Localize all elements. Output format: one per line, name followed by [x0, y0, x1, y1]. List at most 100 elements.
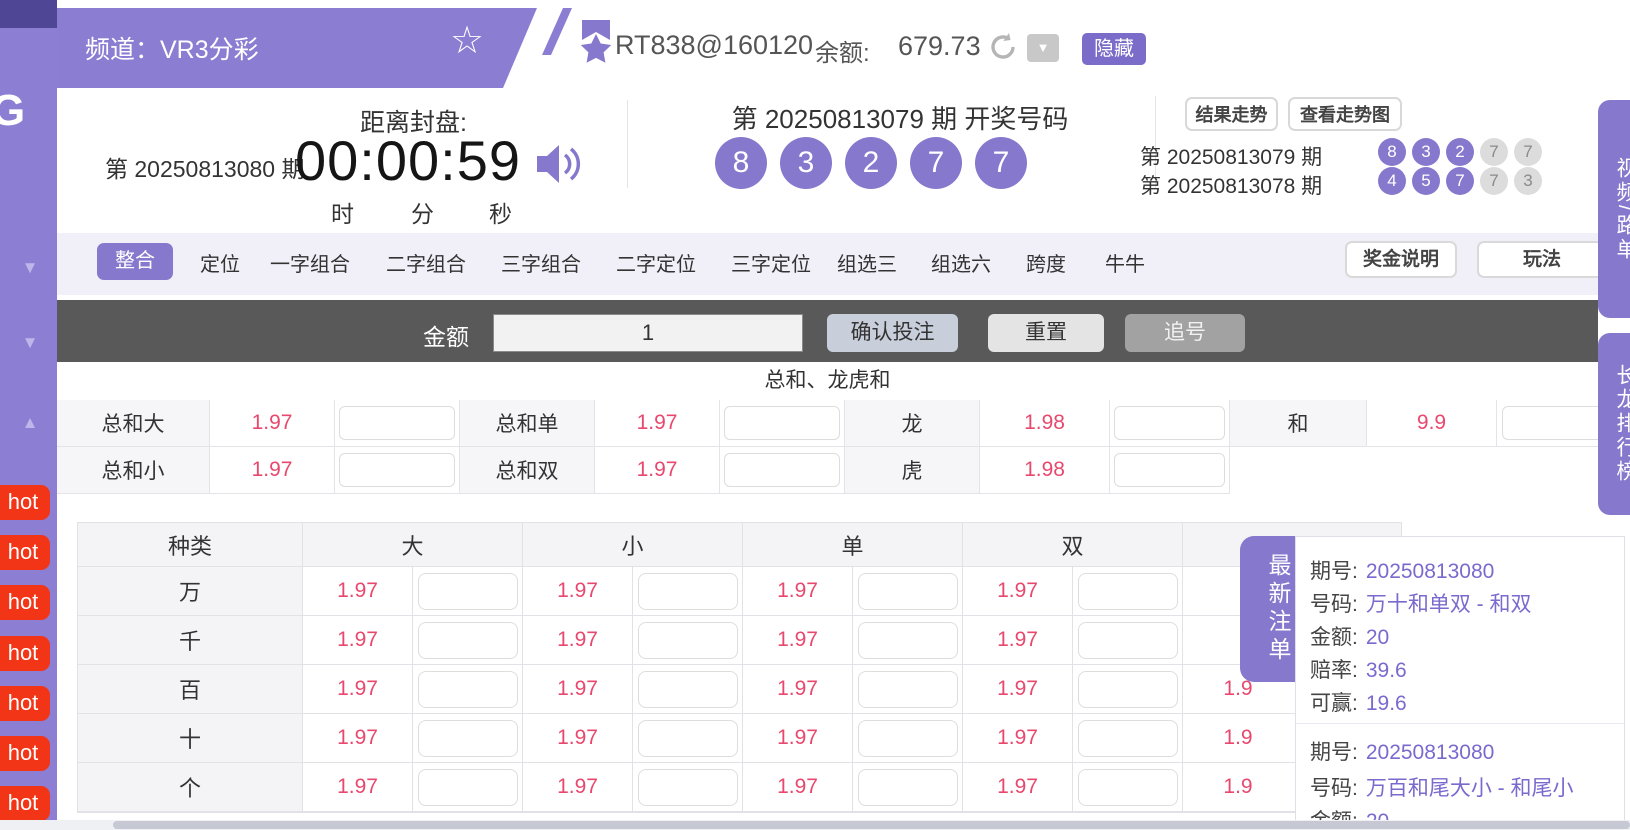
bet-cell: [633, 567, 743, 616]
bonus-info-button[interactable]: 奖金说明: [1345, 241, 1457, 278]
tab-dragon-ranking[interactable]: 长龙排行榜: [1598, 333, 1630, 515]
tab-erzi-zuhe[interactable]: 二字组合: [386, 254, 466, 276]
bet-amount-input[interactable]: [1077, 621, 1178, 659]
row-label: 百: [78, 665, 303, 714]
chevron-up-icon[interactable]: ▲: [21, 413, 39, 432]
bet-amount-input[interactable]: [857, 670, 958, 708]
odds-value: 1.97: [963, 763, 1073, 812]
tab-sanzi-dingwei[interactable]: 三字定位: [731, 254, 811, 276]
bet-amount-input[interactable]: [1077, 719, 1178, 757]
bet-amount-input[interactable]: [857, 572, 958, 610]
amount-input[interactable]: [493, 314, 803, 352]
bet-amount-input[interactable]: [417, 572, 518, 610]
bet-cell: [1073, 763, 1183, 812]
bet-amount-input[interactable]: [637, 719, 738, 757]
bet-amount-input[interactable]: [637, 621, 738, 659]
bet-amount-input[interactable]: [857, 719, 958, 757]
chevron-down-icon[interactable]: ▼: [21, 258, 39, 277]
chase-number-button[interactable]: 追号: [1125, 314, 1245, 352]
bet-amount-input[interactable]: [637, 670, 738, 708]
tab-sanzi-zuhe[interactable]: 三字组合: [501, 254, 581, 276]
bet-amount-input[interactable]: [857, 621, 958, 659]
hot-badge[interactable]: hot: [0, 786, 50, 821]
odds-value: 1.9: [1183, 763, 1293, 812]
divider: [1296, 723, 1624, 724]
bet-amount-input[interactable]: [724, 453, 840, 487]
field-value: 19.6: [1365, 692, 1407, 715]
hot-badge[interactable]: hot: [0, 535, 50, 570]
chevron-down-icon[interactable]: ▼: [21, 333, 39, 352]
result-trend-button[interactable]: 结果走势: [1185, 97, 1278, 131]
favorite-star-icon[interactable]: ☆: [450, 20, 485, 62]
hot-badge[interactable]: hot: [0, 636, 50, 671]
play-rules-button[interactable]: 玩法: [1477, 241, 1607, 278]
odds-label: 总和单: [460, 400, 595, 447]
scrollbar-thumb[interactable]: [113, 821, 1630, 829]
tab-video-roadmap[interactable]: 视频/路单: [1598, 100, 1630, 318]
odds-label: 龙: [845, 400, 980, 447]
draw-ball: 3: [780, 137, 832, 189]
field-value: 万十和单双 - 和双: [1365, 593, 1532, 616]
hot-badge[interactable]: hot: [0, 686, 50, 721]
confirm-bet-button[interactable]: 确认投注: [827, 314, 958, 352]
bet-amount-input[interactable]: [637, 572, 738, 610]
bet-cell: [633, 665, 743, 714]
divider: [1155, 96, 1156, 188]
history-ball: 8: [1378, 138, 1406, 166]
odds-value: 1.97: [743, 714, 853, 763]
tab-zuxuan-liu[interactable]: 组选六: [931, 254, 991, 276]
col-header: 双: [963, 523, 1183, 567]
tab-latest-bets[interactable]: 最新注单: [1240, 536, 1295, 682]
refresh-icon[interactable]: [988, 32, 1018, 62]
bet-amount-input[interactable]: [339, 406, 455, 440]
bet-cell: [1073, 567, 1183, 616]
bet-amount-input[interactable]: [417, 719, 518, 757]
bet-cell: [853, 616, 963, 665]
bet-amount-input[interactable]: [417, 768, 518, 806]
bet-entry-row: 号码: 万十和单双 - 和双: [1310, 588, 1532, 618]
bet-cell: [720, 400, 845, 447]
bet-amount-input[interactable]: [417, 621, 518, 659]
bet-amount-input[interactable]: [417, 670, 518, 708]
hot-badge[interactable]: hot: [0, 736, 50, 771]
latest-bets-panel: 期号: 20250813080 号码: 万十和单双 - 和双 金额: 20 赔率: 39…: [1295, 536, 1625, 830]
table-row: 十 1.97 1.97 1.97 1.97 1.9: [78, 714, 1401, 763]
tab-zhenghe[interactable]: 整合: [97, 243, 173, 280]
balance-dropdown-button[interactable]: ▼: [1027, 34, 1059, 62]
view-trend-chart-button[interactable]: 查看走势图: [1288, 97, 1402, 131]
tab-yizi-zuhe[interactable]: 一字组合: [270, 254, 350, 276]
history-issue: 第 20250813078 期: [1140, 175, 1323, 198]
speaker-icon[interactable]: [535, 143, 587, 185]
field-label: 期号:: [1310, 560, 1358, 583]
field-label: 可赢:: [1310, 692, 1358, 715]
odds-value: 1.97: [523, 714, 633, 763]
bet-amount-input[interactable]: [637, 768, 738, 806]
odds-value: 1.97: [743, 616, 853, 665]
hot-badge[interactable]: hot: [0, 585, 50, 620]
tab-niuniu[interactable]: 牛牛: [1105, 254, 1145, 276]
hot-badge[interactable]: hot: [0, 485, 50, 520]
bet-amount-input[interactable]: [1114, 453, 1225, 487]
tab-kuadu[interactable]: 跨度: [1026, 254, 1066, 276]
odds-value: 1.97: [523, 567, 633, 616]
bet-amount-input[interactable]: [1077, 572, 1178, 610]
bet-amount-input[interactable]: [1077, 670, 1178, 708]
odds-value: 1.98: [980, 447, 1110, 494]
reset-button[interactable]: 重置: [988, 314, 1104, 352]
balance-label: 余额:: [815, 40, 870, 67]
bet-amount-input[interactable]: [1114, 406, 1225, 440]
field-value: 20: [1365, 626, 1390, 649]
col-header: 大: [303, 523, 523, 567]
tab-dingwei[interactable]: 定位: [200, 254, 240, 276]
tab-zuxuan-san[interactable]: 组选三: [837, 254, 897, 276]
row-label: 万: [78, 567, 303, 616]
odds-value: 1.97: [963, 714, 1073, 763]
bet-amount-input[interactable]: [857, 768, 958, 806]
odds-value: 1.97: [303, 567, 413, 616]
hide-button[interactable]: 隐藏: [1082, 33, 1146, 65]
bet-amount-input[interactable]: [724, 406, 840, 440]
bet-amount-input[interactable]: [339, 453, 455, 487]
bet-amount-input[interactable]: [1077, 768, 1178, 806]
tab-erzi-dingwei[interactable]: 二字定位: [616, 254, 696, 276]
